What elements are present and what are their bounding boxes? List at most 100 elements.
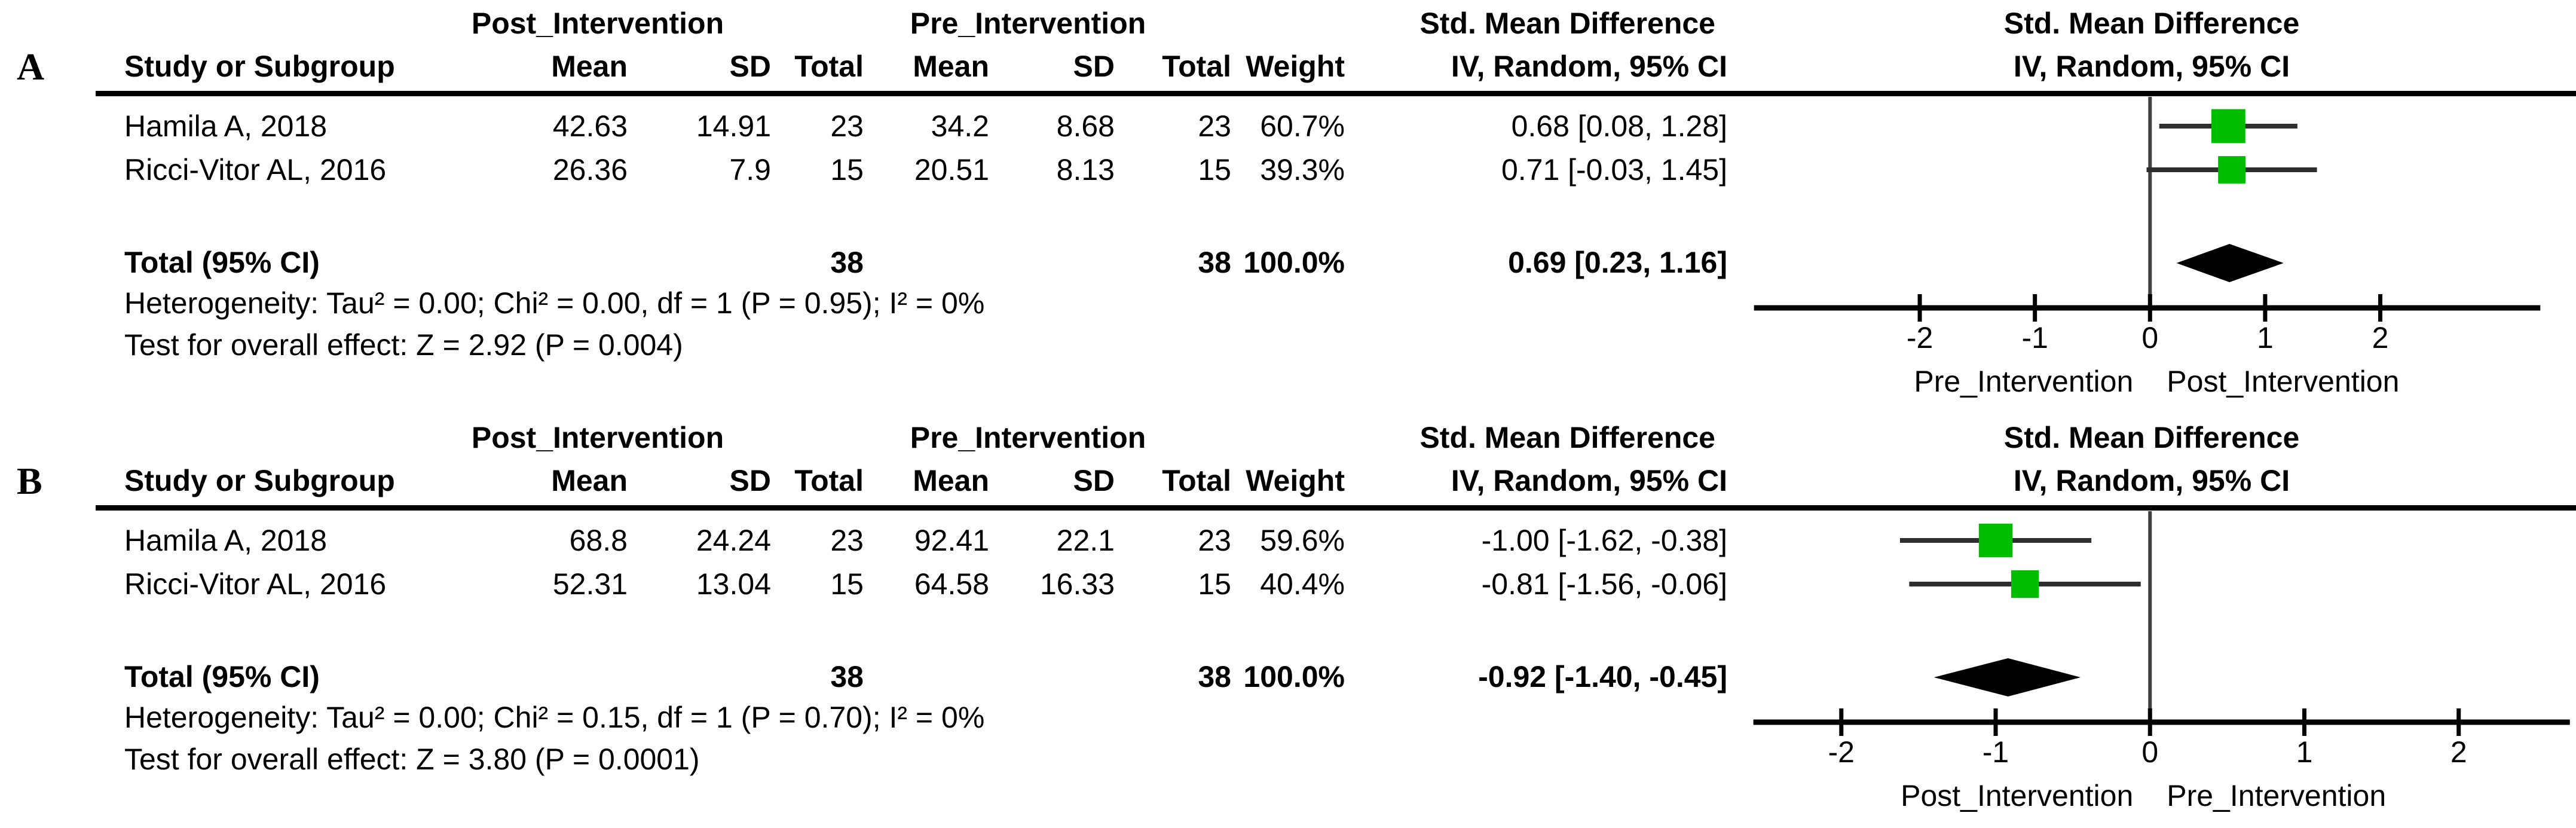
mean-post-value: 52.31 bbox=[552, 567, 628, 601]
sd-pre-value: 8.13 bbox=[1056, 153, 1115, 187]
plot-header-ci: IV, Random, 95% CI bbox=[2013, 464, 2290, 497]
total-n-post: 38 bbox=[830, 660, 864, 693]
total-pre-value: 15 bbox=[1198, 567, 1231, 601]
header-separator bbox=[96, 505, 2576, 511]
svg-text:2: 2 bbox=[2450, 735, 2467, 769]
total-pre-value: 23 bbox=[1198, 524, 1231, 557]
col-header-mean-pre: Mean bbox=[913, 464, 989, 497]
col-header-mean-post: Mean bbox=[551, 464, 628, 497]
col-header-sd-post: SD bbox=[729, 464, 771, 497]
svg-text:Pre_Intervention: Pre_Intervention bbox=[2167, 779, 2386, 812]
col-header-weight: Weight bbox=[1246, 464, 1345, 497]
plot-header-smd: Std. Mean Difference bbox=[2003, 421, 2300, 454]
total-post-value: 23 bbox=[830, 524, 864, 557]
svg-text:Post_Intervention: Post_Intervention bbox=[1901, 779, 2133, 812]
sd-post-value: 7.9 bbox=[729, 153, 771, 187]
col-header-smd: Std. Mean Difference bbox=[1419, 421, 1715, 454]
col-header-ci: IV, Random, 95% CI bbox=[1451, 464, 1727, 497]
mean-post-value: 68.8 bbox=[569, 524, 628, 557]
mean-post-value: 26.36 bbox=[552, 153, 628, 187]
svg-text:-2: -2 bbox=[1907, 321, 1933, 355]
total-n-pre: 38 bbox=[1198, 246, 1231, 279]
sd-post-value: 13.04 bbox=[696, 567, 771, 601]
group-header-pre-intervention: Pre_Intervention bbox=[910, 7, 1146, 40]
col-header-sd-pre: SD bbox=[1073, 50, 1115, 83]
total-pre-value: 15 bbox=[1198, 153, 1231, 187]
total-post-value: 15 bbox=[830, 567, 864, 601]
svg-text:0: 0 bbox=[2141, 321, 2158, 355]
forest-plot-a: -2 -1 0 1 2 Pre_Intervention Post_Intervention bbox=[1754, 97, 2541, 398]
overall-effect-text: Test for overall effect: Z = 2.92 (P = 0… bbox=[124, 328, 683, 362]
sd-post-value: 24.24 bbox=[696, 524, 771, 557]
group-header-post-intervention: Post_Intervention bbox=[471, 7, 724, 40]
total-row-label: Total (95% CI) bbox=[124, 246, 320, 279]
ci-value: -1.00 [-1.62, -0.38] bbox=[1481, 524, 1727, 557]
ci-value: 0.68 [0.08, 1.28] bbox=[1511, 109, 1727, 143]
col-header-sd-post: SD bbox=[729, 50, 771, 83]
group-header-post-intervention: Post_Intervention bbox=[471, 421, 724, 454]
col-header-sd-pre: SD bbox=[1073, 464, 1115, 497]
plot-header-smd: Std. Mean Difference bbox=[2003, 7, 2300, 40]
total-post-value: 15 bbox=[830, 153, 864, 187]
total-post-value: 23 bbox=[830, 109, 864, 143]
col-header-weight: Weight bbox=[1246, 50, 1345, 83]
total-ci: -0.92 [-1.40, -0.45] bbox=[1478, 660, 1727, 693]
sd-pre-value: 8.68 bbox=[1056, 109, 1115, 143]
total-weight: 100.0% bbox=[1243, 246, 1345, 279]
mean-pre-value: 20.51 bbox=[914, 153, 989, 187]
forest-plot-b: -2 -1 0 1 2 Post_Intervention Pre_Intervention bbox=[1753, 511, 2570, 812]
total-n-pre: 38 bbox=[1198, 660, 1231, 693]
overall-effect-text: Test for overall effect: Z = 3.80 (P = 0… bbox=[124, 743, 700, 776]
study-name: Ricci-Vitor AL, 2016 bbox=[124, 567, 387, 601]
heterogeneity-text: Heterogeneity: Tau² = 0.00; Chi² = 0.00,… bbox=[124, 286, 985, 320]
col-header-study: Study or Subgroup bbox=[124, 50, 395, 83]
col-header-smd: Std. Mean Difference bbox=[1419, 7, 1715, 40]
svg-text:Pre_Intervention: Pre_Intervention bbox=[1914, 365, 2133, 398]
mean-pre-value: 64.58 bbox=[914, 567, 989, 601]
plot-header-ci: IV, Random, 95% CI bbox=[2013, 50, 2290, 83]
mean-post-value: 42.63 bbox=[552, 109, 628, 143]
total-row-label: Total (95% CI) bbox=[124, 660, 320, 693]
panel-b: B Post_Intervention Pre_Intervention Std… bbox=[0, 414, 2576, 828]
col-header-total-pre: Total bbox=[1162, 50, 1231, 83]
group-header-pre-intervention: Pre_Intervention bbox=[910, 421, 1146, 454]
sd-pre-value: 22.1 bbox=[1056, 524, 1115, 557]
sd-post-value: 14.91 bbox=[696, 109, 771, 143]
weight-value: 60.7% bbox=[1260, 109, 1345, 143]
col-header-mean-post: Mean bbox=[551, 50, 628, 83]
weight-value: 40.4% bbox=[1260, 567, 1345, 601]
study-name: Ricci-Vitor AL, 2016 bbox=[124, 153, 387, 187]
svg-text:-1: -1 bbox=[1983, 735, 2009, 769]
panel-b-label: B bbox=[17, 460, 42, 502]
panel-a-label: A bbox=[17, 45, 45, 88]
total-ci: 0.69 [0.23, 1.16] bbox=[1508, 246, 1727, 279]
weight-value: 59.6% bbox=[1260, 524, 1345, 557]
col-header-ci: IV, Random, 95% CI bbox=[1451, 50, 1727, 83]
svg-text:Post_Intervention: Post_Intervention bbox=[2167, 365, 2399, 398]
svg-text:-2: -2 bbox=[1828, 735, 1855, 769]
total-weight: 100.0% bbox=[1243, 660, 1345, 693]
weight-value: 39.3% bbox=[1260, 153, 1345, 187]
col-header-total-post: Total bbox=[794, 464, 864, 497]
study-name: Hamila A, 2018 bbox=[124, 524, 328, 557]
ci-value: -0.81 [-1.56, -0.06] bbox=[1481, 567, 1727, 601]
col-header-total-post: Total bbox=[794, 50, 864, 83]
mean-pre-value: 34.2 bbox=[931, 109, 989, 143]
col-header-total-pre: Total bbox=[1162, 464, 1231, 497]
col-header-study: Study or Subgroup bbox=[124, 464, 395, 497]
study-name: Hamila A, 2018 bbox=[124, 109, 328, 143]
ci-value: 0.71 [-0.03, 1.45] bbox=[1501, 153, 1727, 187]
svg-text:1: 1 bbox=[2296, 735, 2313, 769]
col-header-mean-pre: Mean bbox=[913, 50, 989, 83]
svg-text:-1: -1 bbox=[2021, 321, 2048, 355]
mean-pre-value: 92.41 bbox=[914, 524, 989, 557]
header-separator bbox=[96, 91, 2576, 96]
total-pre-value: 23 bbox=[1198, 109, 1231, 143]
total-n-post: 38 bbox=[830, 246, 864, 279]
sd-pre-value: 16.33 bbox=[1039, 567, 1115, 601]
svg-text:2: 2 bbox=[2372, 321, 2389, 355]
svg-text:0: 0 bbox=[2141, 735, 2158, 769]
panel-a: A Post_Intervention Pre_Intervention Std… bbox=[17, 7, 2576, 398]
heterogeneity-text: Heterogeneity: Tau² = 0.00; Chi² = 0.15,… bbox=[124, 701, 985, 734]
